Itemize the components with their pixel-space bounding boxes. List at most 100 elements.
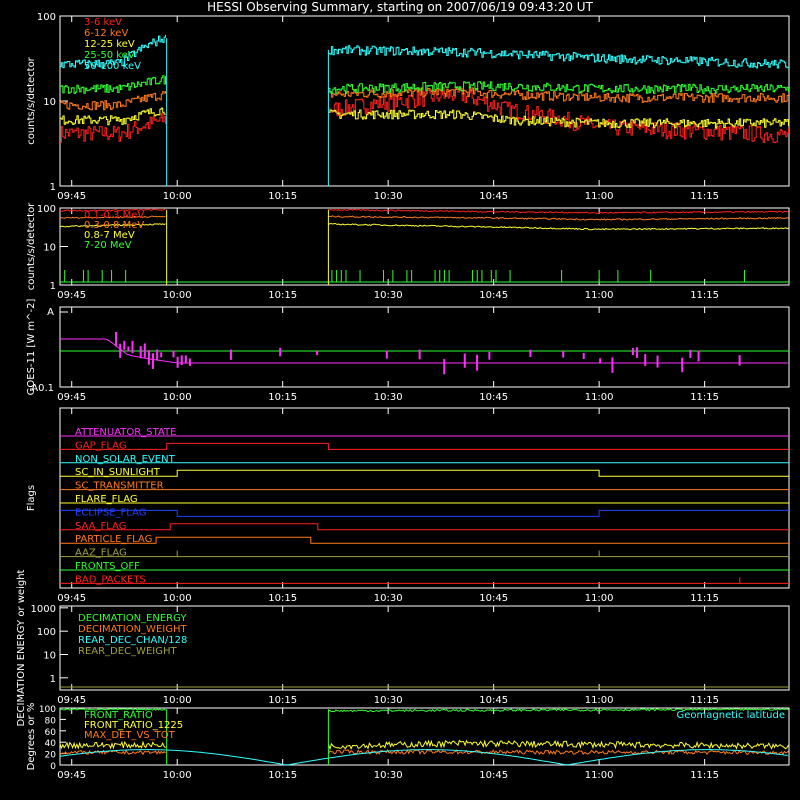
y-tick-label: 10: [43, 650, 56, 661]
legend-entry: DECIMATION_ENERGY: [78, 613, 187, 624]
data-spike: [689, 349, 692, 359]
data-spike: [172, 350, 175, 358]
x-tick-label: 10:45: [479, 290, 508, 301]
x-tick-label: 10:15: [268, 191, 297, 202]
flag-label: NON_SOLAR_EVENT: [75, 454, 176, 465]
data-spike: [636, 347, 639, 358]
page-title: HESSI Observing Summary, starting on 200…: [207, 0, 593, 14]
series-line: [59, 223, 789, 231]
panel-3: 09:45 10:00 10:15 10:30 10:45 11:00 11:15 GOES-…: [26, 299, 790, 403]
data-spike: [316, 350, 319, 356]
data-spike: [156, 349, 159, 361]
x-tick-label: 10:15: [268, 593, 297, 604]
data-spike: [443, 358, 446, 375]
panel-frame: [59, 207, 790, 286]
data-spike: [562, 350, 565, 358]
flag-label: SC_TRANSMITTER: [75, 481, 164, 492]
y-tick-label: 1: [50, 281, 56, 292]
x-tick-label: 11:15: [690, 392, 719, 403]
x-tick-label: 11:00: [585, 191, 614, 202]
x-tick-label: 10:00: [163, 695, 192, 706]
data-spike: [529, 349, 532, 358]
flag-label: ECLIPSE_FLAG: [75, 507, 146, 518]
legend-entry: 25-50 keV: [84, 50, 135, 61]
series-line: [59, 215, 789, 221]
panel-5: 09:45 10:00 10:15 10:30 10:45 11:00 11:15 DECIM…: [16, 569, 790, 726]
y-tick-label: 20: [45, 751, 57, 761]
y-tick-label: 100: [37, 12, 56, 23]
y-axis-label: Flags: [26, 485, 37, 511]
flag-line: [60, 523, 789, 531]
panel-1: 09:45 10:00 10:15 10:30 10:45 11:00 11:15 count…: [26, 12, 790, 202]
x-tick-label: 09:45: [57, 290, 86, 301]
data-spike: [229, 349, 232, 360]
y-tick-label: 1: [50, 182, 56, 193]
legend-entry: 6-12 keV: [84, 28, 128, 39]
legend-entry: 7-20 MeV: [84, 240, 132, 251]
y-axis-label: counts/s/detector: [26, 56, 37, 144]
legend-entry: 50-100 keV: [84, 61, 141, 72]
y-tick-label: 100: [39, 705, 56, 715]
data-spike: [582, 352, 585, 360]
data-spike: [143, 343, 146, 358]
y-tick-label: A0.1: [31, 383, 54, 394]
geomagnetic-latitude-line: [59, 749, 788, 766]
x-tick-label: 11:15: [690, 695, 719, 706]
x-tick-label: 10:30: [374, 770, 403, 781]
x-tick-label: 10:45: [479, 191, 508, 202]
data-spike: [476, 354, 479, 371]
flag-label: SC_IN_SUNLIGHT: [75, 467, 161, 478]
x-tick-label: 10:45: [479, 593, 508, 604]
legend-entry: 0.1-0.3 MeV: [84, 210, 144, 221]
data-spike: [697, 350, 700, 362]
y-tick-label: 100: [37, 627, 56, 638]
data-spike: [488, 351, 491, 360]
panel-frame: [59, 605, 790, 691]
x-tick-label: 10:00: [163, 392, 192, 403]
data-spike: [681, 357, 684, 373]
legend-entry: FRONT_RATIO: [84, 710, 153, 721]
x-tick-label: 11:15: [690, 191, 719, 202]
x-tick-label: 09:45: [57, 695, 86, 706]
x-tick-label: 11:00: [585, 593, 614, 604]
y-axis-label: DECIMATION ENERGY or weight: [16, 569, 27, 726]
data-spike: [180, 355, 183, 365]
series-line: [60, 75, 789, 94]
flag-label: FRONTS_OFF: [75, 561, 140, 572]
data-spike: [139, 346, 142, 359]
y-tick-label: 100: [37, 204, 56, 215]
y-tick-label: 1: [50, 674, 56, 685]
data-spike: [738, 355, 741, 366]
data-spike: [631, 348, 634, 356]
series-line: [60, 34, 789, 69]
y-tick-label: 1000: [31, 604, 56, 615]
legend-entry: 12-25 keV: [84, 39, 135, 50]
x-tick-label: 11:15: [690, 593, 719, 604]
panel-frame: [59, 707, 790, 766]
x-tick-label: 10:15: [268, 695, 297, 706]
data-spike: [147, 350, 150, 365]
panel-6: 09:45 10:00 10:15 10:30 10:45 11:00 11:15 Degre…: [26, 703, 790, 781]
x-tick-label: 09:45: [57, 593, 86, 604]
flag-label: GAP_FLAG: [75, 440, 127, 451]
series-line: [60, 107, 789, 129]
data-spike: [418, 349, 421, 360]
flag-line: [60, 536, 789, 544]
flag-label: FLARE_FLAG: [75, 494, 138, 505]
panel-frame: [59, 407, 790, 589]
x-tick-label: 09:45: [57, 191, 86, 202]
x-tick-label: 11:00: [585, 695, 614, 706]
data-spike: [127, 346, 130, 352]
x-tick-label: 11:15: [690, 290, 719, 301]
legend-entry: 3-6 keV: [84, 17, 122, 28]
y-axis-label: counts/s/detector: [26, 202, 37, 290]
panel-2: 09:45 10:00 10:15 10:30 10:45 11:00 11:15 count…: [26, 202, 790, 301]
flag-line: [60, 509, 789, 517]
annotation-label: Geomagnetic latitude: [677, 710, 785, 721]
x-tick-label: 10:30: [374, 392, 403, 403]
x-tick-label: 10:00: [163, 290, 192, 301]
data-spike: [160, 352, 163, 358]
x-tick-label: 10:45: [479, 695, 508, 706]
legend-entry: DECIMATION_WEIGHT: [78, 624, 187, 635]
panel-frame: [59, 306, 790, 388]
